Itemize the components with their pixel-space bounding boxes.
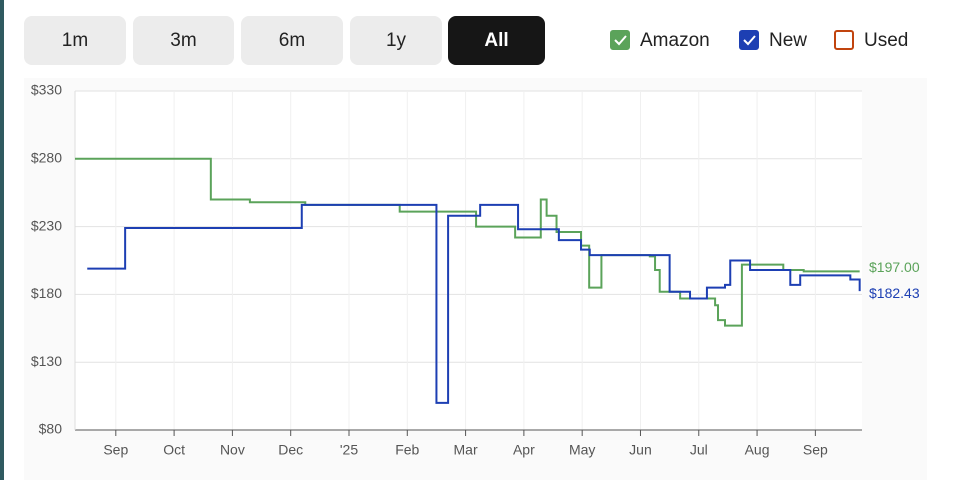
x-tick-label: May [569,442,595,458]
legend-label[interactable]: Used [864,30,908,51]
range-button[interactable] [133,16,234,65]
x-tick-label: '25 [340,442,358,458]
x-tick-label: Oct [163,442,185,458]
range-button-label[interactable]: 1y [386,30,407,51]
x-tick-label: Jul [690,442,708,458]
legend-checkbox[interactable] [610,30,630,50]
range-button-label[interactable]: 6m [279,30,305,51]
legend-checkbox[interactable] [834,30,854,50]
side-strip [0,0,4,480]
range-button[interactable] [24,16,126,65]
x-tick-label: Apr [513,442,535,458]
range-button[interactable] [448,16,545,65]
y-tick-label: $80 [39,421,63,437]
end-label: $197.00 [869,259,920,275]
y-tick-label: $230 [31,217,62,233]
y-tick-label: $330 [31,82,62,98]
x-tick-label: Mar [454,442,478,458]
range-button-label[interactable]: All [484,30,508,51]
x-tick-label: Aug [745,442,770,458]
legend-check [614,35,627,46]
range-button-label[interactable]: 3m [170,30,196,51]
y-tick-label: $280 [31,150,62,166]
price-line [87,203,861,404]
y-tick-label: $130 [31,353,62,369]
range-button-label[interactable]: 1m [62,30,88,51]
legend-check [743,35,756,46]
price-line [75,157,860,327]
legend-checkbox[interactable] [739,30,759,50]
range-button[interactable] [241,16,343,65]
y-tick-label: $180 [31,285,62,301]
legend-label[interactable]: Amazon [640,30,710,51]
range-button[interactable] [350,16,442,65]
end-label: $182.43 [869,285,920,301]
x-tick-label: Sep [103,442,128,458]
x-tick-label: Sep [803,442,828,458]
x-tick-label: Feb [395,442,419,458]
legend-label[interactable]: New [769,30,807,51]
x-tick-label: Nov [220,442,245,458]
x-tick-label: Dec [278,442,303,458]
x-tick-label: Jun [629,442,652,458]
